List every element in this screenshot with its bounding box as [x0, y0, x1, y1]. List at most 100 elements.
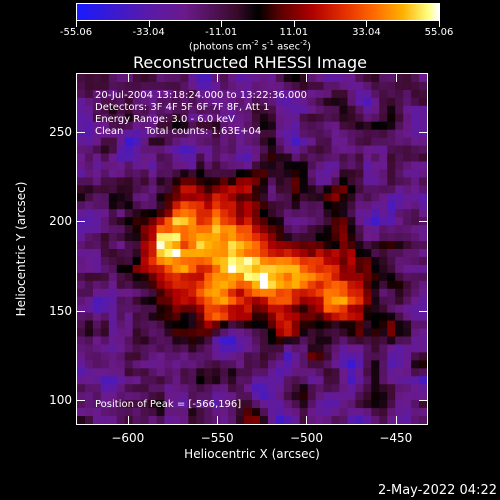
heatmap-cell	[252, 352, 261, 361]
heatmap-cell	[339, 296, 349, 306]
heatmap-cell	[148, 256, 158, 266]
heatmap-cell	[403, 161, 412, 171]
heatmap-cell	[267, 161, 277, 171]
heatmap-cell	[140, 121, 150, 131]
heatmap-cell	[411, 177, 420, 186]
heatmap-cell	[132, 312, 142, 322]
heatmap-cell	[140, 312, 150, 322]
colorbar-units: (photons cm-2 s-1 asec-2)	[188, 39, 312, 53]
heatmap-cell	[148, 384, 158, 393]
heatmap-cell	[228, 225, 237, 234]
heatmap-cell	[84, 177, 94, 186]
heatmap-cell	[156, 81, 166, 91]
heatmap-cell	[355, 74, 364, 83]
heatmap-cell	[291, 145, 301, 155]
heatmap-cell	[188, 74, 197, 83]
heatmap-cell	[180, 81, 189, 91]
heatmap-cell	[84, 344, 94, 353]
heatmap-cell	[299, 201, 309, 210]
heatmap-cell	[228, 185, 237, 194]
heatmap-cell	[363, 217, 372, 226]
heatmap-cell	[77, 256, 86, 266]
heatmap-cell	[323, 97, 333, 107]
heatmap-cell	[156, 288, 166, 298]
heatmap-cell	[275, 328, 285, 338]
heatmap-cell	[140, 177, 150, 186]
heatmap-cell	[331, 328, 341, 338]
heatmap-cell	[228, 233, 237, 242]
heatmap-cell	[275, 169, 285, 178]
heatmap-cell	[148, 272, 158, 282]
heatmap-cell	[355, 193, 364, 202]
heatmap-cell	[100, 105, 110, 115]
heatmap-cell	[411, 392, 420, 401]
heatmap-cell	[315, 81, 325, 91]
heatmap-cell	[307, 416, 317, 424]
heatmap-cell	[204, 304, 213, 314]
y-axis-label: Heliocentric Y (arcsec)	[14, 181, 28, 317]
heatmap-cell	[283, 400, 293, 409]
heatmap-cell	[323, 233, 333, 242]
heatmap-cell	[156, 384, 166, 393]
y-tick-label: 250	[49, 124, 72, 139]
colorbar-tick	[148, 21, 150, 27]
heatmap-cell	[323, 74, 333, 83]
heatmap-cell	[116, 177, 126, 186]
heatmap-cell	[275, 121, 285, 131]
heatmap-cell	[347, 217, 356, 226]
heatmap-cell	[387, 169, 396, 178]
heatmap-cell	[291, 352, 301, 361]
heatmap-cell	[387, 312, 396, 322]
heatmap-cell	[267, 81, 277, 91]
heatmap-cell	[371, 153, 380, 163]
heatmap-cell	[132, 97, 142, 107]
heatmap-cell	[291, 129, 301, 139]
heatmap-cell	[339, 352, 349, 361]
heatmap-cell	[220, 264, 229, 274]
heatmap-cell	[403, 185, 412, 194]
heatmap-cell	[395, 89, 404, 99]
heatmap-cell	[108, 400, 118, 409]
heatmap-cell	[355, 376, 364, 385]
heatmap-cell	[140, 249, 150, 258]
heatmap-cell	[363, 233, 372, 242]
heatmap-cell	[363, 74, 372, 83]
heatmap-cell	[156, 137, 166, 147]
heatmap-cell	[411, 256, 420, 266]
heatmap-cell	[291, 121, 301, 131]
heatmap-cell	[323, 105, 333, 115]
heatmap-cell	[180, 280, 189, 290]
x-tick	[306, 416, 308, 424]
heatmap-cell	[108, 145, 118, 155]
heatmap-cell	[275, 280, 285, 290]
heatmap-cell	[411, 233, 420, 242]
heatmap-cell	[196, 113, 205, 123]
heatmap-cell	[252, 169, 261, 178]
heatmap-cell	[379, 360, 388, 369]
heatmap-cell	[379, 153, 388, 163]
heatmap-cell	[259, 400, 269, 409]
heatmap-cell	[275, 272, 285, 282]
heatmap-cell	[347, 89, 356, 99]
heatmap-cell	[77, 241, 86, 250]
heatmap-cell	[188, 320, 197, 330]
heatmap-cell	[379, 416, 388, 424]
heatmap-cell	[307, 280, 317, 290]
heatmap-cell	[180, 129, 189, 139]
heatmap-cell	[100, 193, 110, 202]
heatmap-cell	[212, 296, 221, 306]
heatmap-cell	[148, 161, 158, 171]
heatmap-cell	[172, 201, 181, 210]
heatmap-cell	[228, 249, 237, 258]
heatmap-cell	[100, 320, 110, 330]
heatmap-cell	[196, 416, 205, 424]
heatmap-cell	[212, 97, 221, 107]
heatmap-cell	[156, 312, 166, 322]
heatmap-cell	[315, 249, 325, 258]
heatmap-cell	[124, 161, 134, 171]
heatmap-cell	[371, 169, 380, 178]
heatmap-cell	[291, 320, 301, 330]
heatmap-cell	[116, 201, 126, 210]
heatmap-cell	[196, 360, 205, 369]
heatmap-cell	[403, 113, 412, 123]
